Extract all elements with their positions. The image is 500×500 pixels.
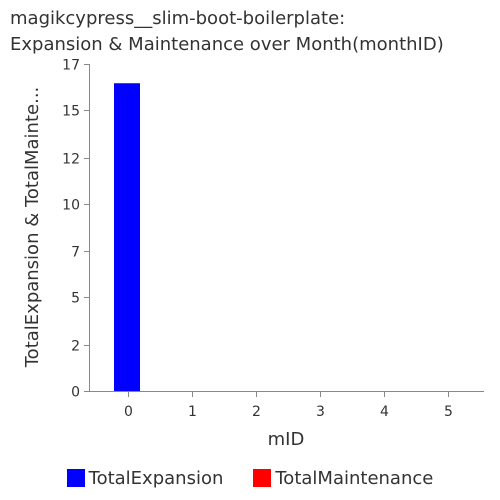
legend-swatch-total-maintenance [253, 469, 272, 487]
legend-item-total-maintenance: TotalMaintenance [253, 468, 433, 489]
x-tick-label: 3 [316, 404, 325, 420]
bar-totalexpansion-0 [114, 83, 140, 391]
y-tick-label: 2 [71, 339, 80, 355]
y-tick-label: 12 [62, 152, 80, 168]
x-tick-label: 1 [188, 404, 197, 420]
chart-title-line-1: magikcypress__slim-boot-boilerplate: [10, 8, 346, 29]
y-tick-label: 7 [71, 245, 80, 261]
x-tick-label: 5 [444, 404, 453, 420]
y-axis: 0 2 5 7 10 12 15 17 [62, 58, 90, 401]
legend-label-total-maintenance: TotalMaintenance [275, 467, 434, 489]
y-tick-label: 0 [71, 385, 80, 401]
chart-title-line-2: Expansion & Maintenance over Month(month… [10, 34, 444, 55]
x-axis-label: mID [268, 429, 305, 450]
bars-group [114, 83, 140, 391]
y-axis-label: TotalExpansion & TotalMainte... [22, 87, 43, 369]
legend-item-total-expansion: TotalExpansion [66, 467, 224, 489]
y-tick-label: 10 [62, 198, 80, 214]
y-tick-label: 15 [62, 104, 80, 120]
legend-swatch-total-expansion [66, 469, 85, 487]
legend: TotalExpansion TotalMaintenance [0, 464, 500, 492]
x-tick-label: 0 [124, 404, 133, 420]
x-axis: 0 1 2 3 4 5 [89, 391, 484, 420]
y-tick-label: 17 [62, 58, 80, 74]
chart-title: magikcypress__slim-boot-boilerplate: Exp… [10, 6, 495, 58]
x-tick-label: 4 [380, 404, 389, 420]
x-tick-label: 2 [252, 404, 261, 420]
y-tick-label: 5 [71, 291, 80, 307]
legend-label-total-expansion: TotalExpansion [88, 467, 224, 489]
